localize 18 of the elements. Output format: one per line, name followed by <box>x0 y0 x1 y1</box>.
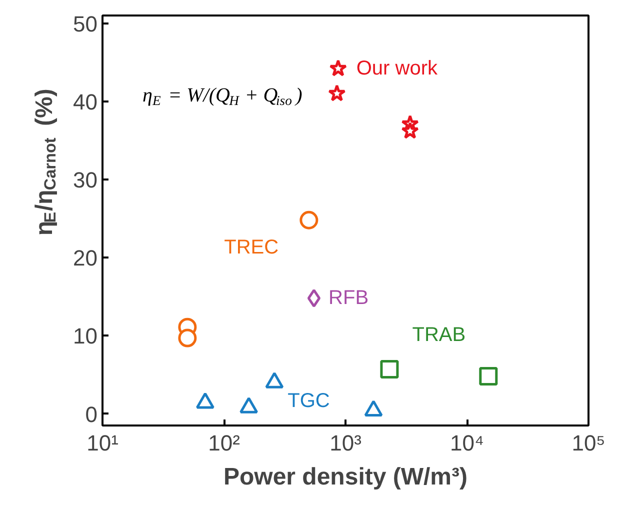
x-tick-label: 10¹ <box>86 430 118 456</box>
series-label: RFB <box>328 287 369 310</box>
x-axis-title: Power density (W/m³) <box>223 464 468 490</box>
x-tick-label: 10⁵ <box>572 430 606 456</box>
y-tick-label: 20 <box>73 246 98 271</box>
x-tick-label: 10⁴ <box>450 430 484 456</box>
series-label: TREC <box>224 236 279 258</box>
y-axis-title: ηE/ηCarnot (%) <box>31 88 60 236</box>
x-tick-label: 10³ <box>330 430 362 456</box>
y-tick-label: 0 <box>85 402 98 427</box>
y-tick-label: 40 <box>73 89 98 114</box>
series-label: Our work <box>356 58 438 80</box>
y-tick-label: 50 <box>73 11 98 36</box>
x-tick-label: 10² <box>208 430 240 456</box>
series-label: TRAB <box>412 324 466 346</box>
y-tick-label: 10 <box>73 324 98 349</box>
series-label: TGC <box>288 390 330 412</box>
y-tick-label: 30 <box>73 168 98 192</box>
